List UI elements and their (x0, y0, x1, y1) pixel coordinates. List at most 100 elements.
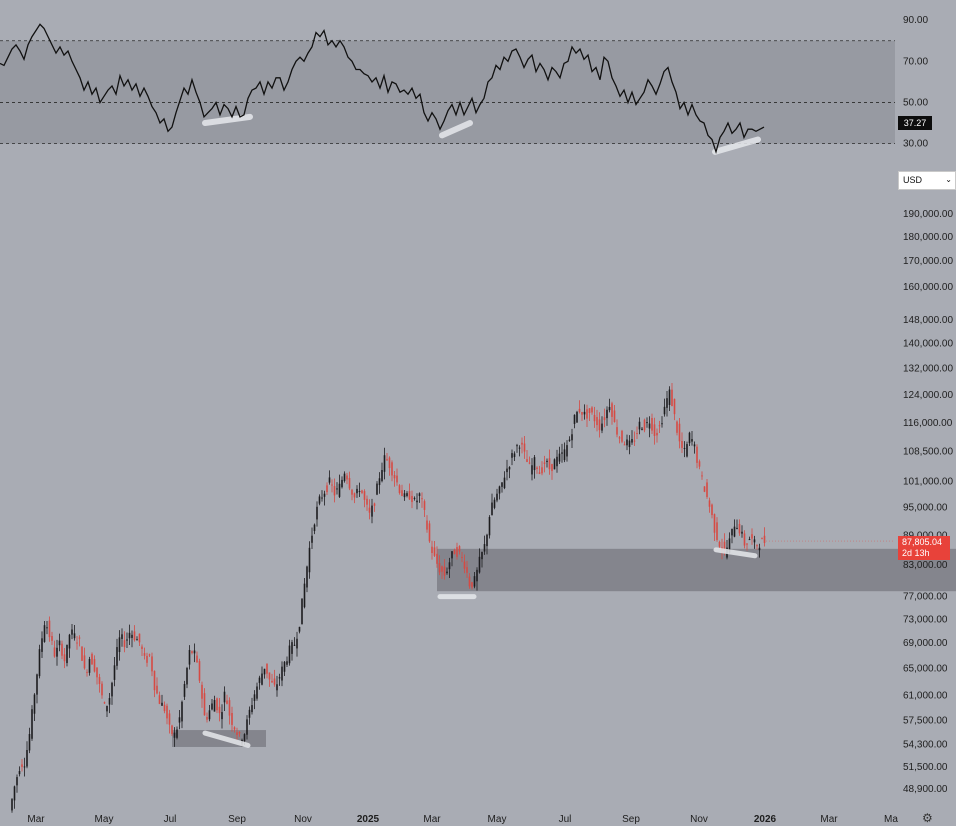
candle (636, 426, 638, 440)
candle-body (178, 717, 181, 723)
candle-body (108, 698, 111, 705)
candle (236, 727, 238, 740)
candle-body (351, 489, 353, 495)
candle (713, 513, 716, 541)
candle-body (143, 653, 146, 656)
candle-body (461, 556, 463, 558)
candle-body (618, 437, 621, 439)
candle (708, 497, 711, 513)
candle-body (701, 475, 703, 477)
candle (186, 666, 188, 689)
candle (751, 528, 753, 545)
candle-body (131, 634, 133, 638)
candle-body (706, 482, 708, 497)
candle-body (493, 499, 496, 508)
candle-body (226, 700, 228, 704)
candle-body (306, 566, 308, 588)
currency-select[interactable]: USD ⌄ (898, 171, 956, 190)
candle-body (596, 417, 598, 426)
candle (191, 650, 193, 655)
rsi-value-label: 37.27 (903, 118, 927, 128)
candle-body (476, 569, 478, 582)
candle-body (121, 634, 123, 639)
x-tick-label: 2025 (357, 814, 380, 825)
candle-body (691, 439, 693, 442)
candle (371, 498, 373, 524)
candle-body (28, 734, 31, 751)
price-tick-label: 89,000.00 (903, 530, 948, 541)
candle (571, 428, 573, 448)
rsi-tick-label: 50.00 (903, 97, 928, 108)
candle (566, 440, 568, 462)
candle (173, 727, 176, 747)
candle (123, 631, 126, 653)
candle-body (246, 719, 248, 735)
price-tick-label: 140,000.00 (903, 338, 953, 349)
candle (483, 535, 486, 555)
candle-body (763, 535, 766, 543)
candle (121, 628, 123, 647)
candle (136, 636, 138, 641)
candle (201, 681, 203, 708)
candle (93, 655, 96, 673)
candle-body (473, 576, 476, 587)
rsi-divergence-highlight (712, 136, 761, 155)
candle (278, 673, 281, 686)
candle-body (36, 674, 38, 695)
candle-body (11, 799, 13, 811)
candle (693, 441, 696, 454)
candle (398, 484, 401, 495)
candle-body (96, 667, 98, 678)
candle (118, 630, 121, 661)
candle (213, 695, 216, 712)
candle-body (421, 498, 423, 500)
candle-body (538, 472, 541, 474)
candle (511, 449, 513, 466)
candle (196, 651, 198, 663)
candle (11, 798, 13, 813)
candle-body (278, 677, 281, 679)
candle-body (206, 716, 208, 720)
candle (656, 428, 658, 443)
candle-body (413, 497, 416, 499)
candle-body (576, 411, 578, 423)
candle-body (146, 655, 148, 663)
rsi-pane[interactable]: 90.00 70.00 50.00 30.00 (0, 0, 956, 165)
candle (673, 398, 676, 421)
candle-body (658, 425, 661, 427)
candle (141, 644, 143, 656)
candle (246, 715, 248, 740)
candle (161, 694, 163, 706)
candle-body (591, 407, 593, 413)
candle (743, 530, 746, 549)
candle (168, 709, 171, 734)
candle (256, 682, 258, 701)
candle (528, 456, 531, 465)
candle-body (213, 700, 216, 712)
candle-body (406, 493, 408, 496)
candle-body (46, 627, 48, 629)
candle (533, 454, 536, 479)
candle (83, 647, 86, 670)
candle (443, 559, 446, 580)
candle (581, 411, 583, 422)
candle-body (338, 483, 341, 497)
candle (333, 478, 336, 503)
candle (526, 450, 528, 463)
candle-body (303, 583, 306, 608)
gear-icon[interactable]: ⚙ (922, 811, 933, 825)
candle-body (571, 434, 573, 441)
candle-body (156, 685, 158, 694)
candle-body (616, 427, 618, 435)
candle-body (388, 457, 391, 469)
candle (66, 644, 68, 667)
candle (376, 481, 378, 496)
candle-body (223, 691, 226, 703)
x-tick-label: May (95, 814, 114, 825)
candle-body (316, 506, 318, 520)
candle (373, 502, 376, 512)
candle-body (196, 655, 198, 663)
candle (326, 482, 328, 496)
